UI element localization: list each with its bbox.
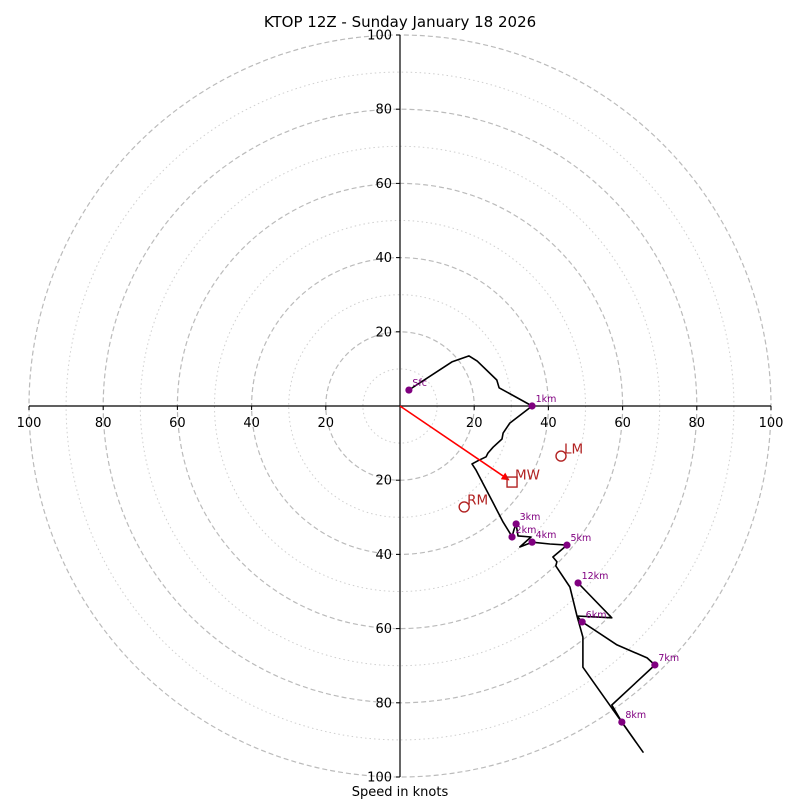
height-marker-dot [618, 718, 626, 726]
x-tick-label: 80 [95, 416, 112, 431]
height-marker-label: 6km [586, 610, 607, 621]
x-tick-label: 20 [466, 416, 483, 431]
y-tick-label: 60 [375, 622, 392, 637]
height-marker-dot [578, 618, 586, 626]
storm-motion-square [506, 476, 518, 488]
height-marker-label: Sfc [412, 378, 427, 389]
storm-motion-label: RM [467, 492, 488, 508]
x-tick-label: 20 [318, 416, 335, 431]
x-axis-label: Speed in knots [352, 785, 449, 800]
mean-wind-arrow [399, 405, 510, 481]
y-tick-label: 40 [375, 251, 392, 266]
height-marker-label: 3km [520, 512, 541, 523]
y-tick-label: 100 [367, 29, 392, 44]
height-marker-label: 5km [570, 533, 591, 544]
x-tick-label: 40 [540, 416, 557, 431]
x-tick-label: 60 [614, 416, 631, 431]
height-marker-label: 2km [516, 525, 537, 536]
x-tick-label: 100 [759, 416, 784, 431]
y-tick-label: 40 [375, 548, 392, 563]
hodograph-line [408, 355, 656, 753]
storm-motion-circle [555, 450, 567, 462]
y-tick-label: 60 [375, 177, 392, 192]
x-tick-label: 60 [169, 416, 186, 431]
storm-motion-label: LM [564, 442, 583, 458]
x-tick-label: 80 [689, 416, 706, 431]
axes: 100 80 60 40 20 20 40 60 80 100 100 80 60 40 20 20 40 60 8… [17, 29, 784, 786]
y-tick-label: 20 [375, 474, 392, 489]
height-marker-dot [512, 520, 520, 528]
y-tick-label: 80 [375, 696, 392, 711]
hodograph-trace [408, 355, 656, 753]
height-marker-label: 12km [582, 571, 609, 582]
height-marker-label: 8km [625, 710, 646, 721]
y-tick-label: 100 [367, 771, 392, 786]
y-tick-label: 20 [375, 325, 392, 340]
height-marker-label: 4km [536, 530, 557, 541]
height-marker-dot [528, 538, 536, 546]
height-marker-dot [528, 402, 536, 410]
storm-motion-circle [458, 501, 470, 513]
height-marker-dot [574, 579, 582, 587]
height-marker-label: 1km [536, 394, 557, 405]
storm-motion-markers: LM MW RM [458, 442, 583, 513]
height-marker-dot [563, 541, 571, 549]
height-marker-dot [508, 533, 516, 541]
storm-motion-label: MW [515, 468, 540, 484]
chart-title: KTOP 12Z - Sunday January 18 2026 [264, 13, 536, 31]
height-marker-dot [405, 386, 413, 394]
y-tick-label: 80 [375, 103, 392, 118]
mean-wind-vector [399, 405, 510, 481]
x-tick-label: 100 [17, 416, 42, 431]
x-tick-label: 40 [243, 416, 260, 431]
height-marker-dot [651, 661, 659, 669]
height-markers: Sfc 1km 2km 3km 4km 5km 6km 7km 8km 12km [405, 378, 679, 726]
height-marker-label: 7km [658, 653, 679, 664]
